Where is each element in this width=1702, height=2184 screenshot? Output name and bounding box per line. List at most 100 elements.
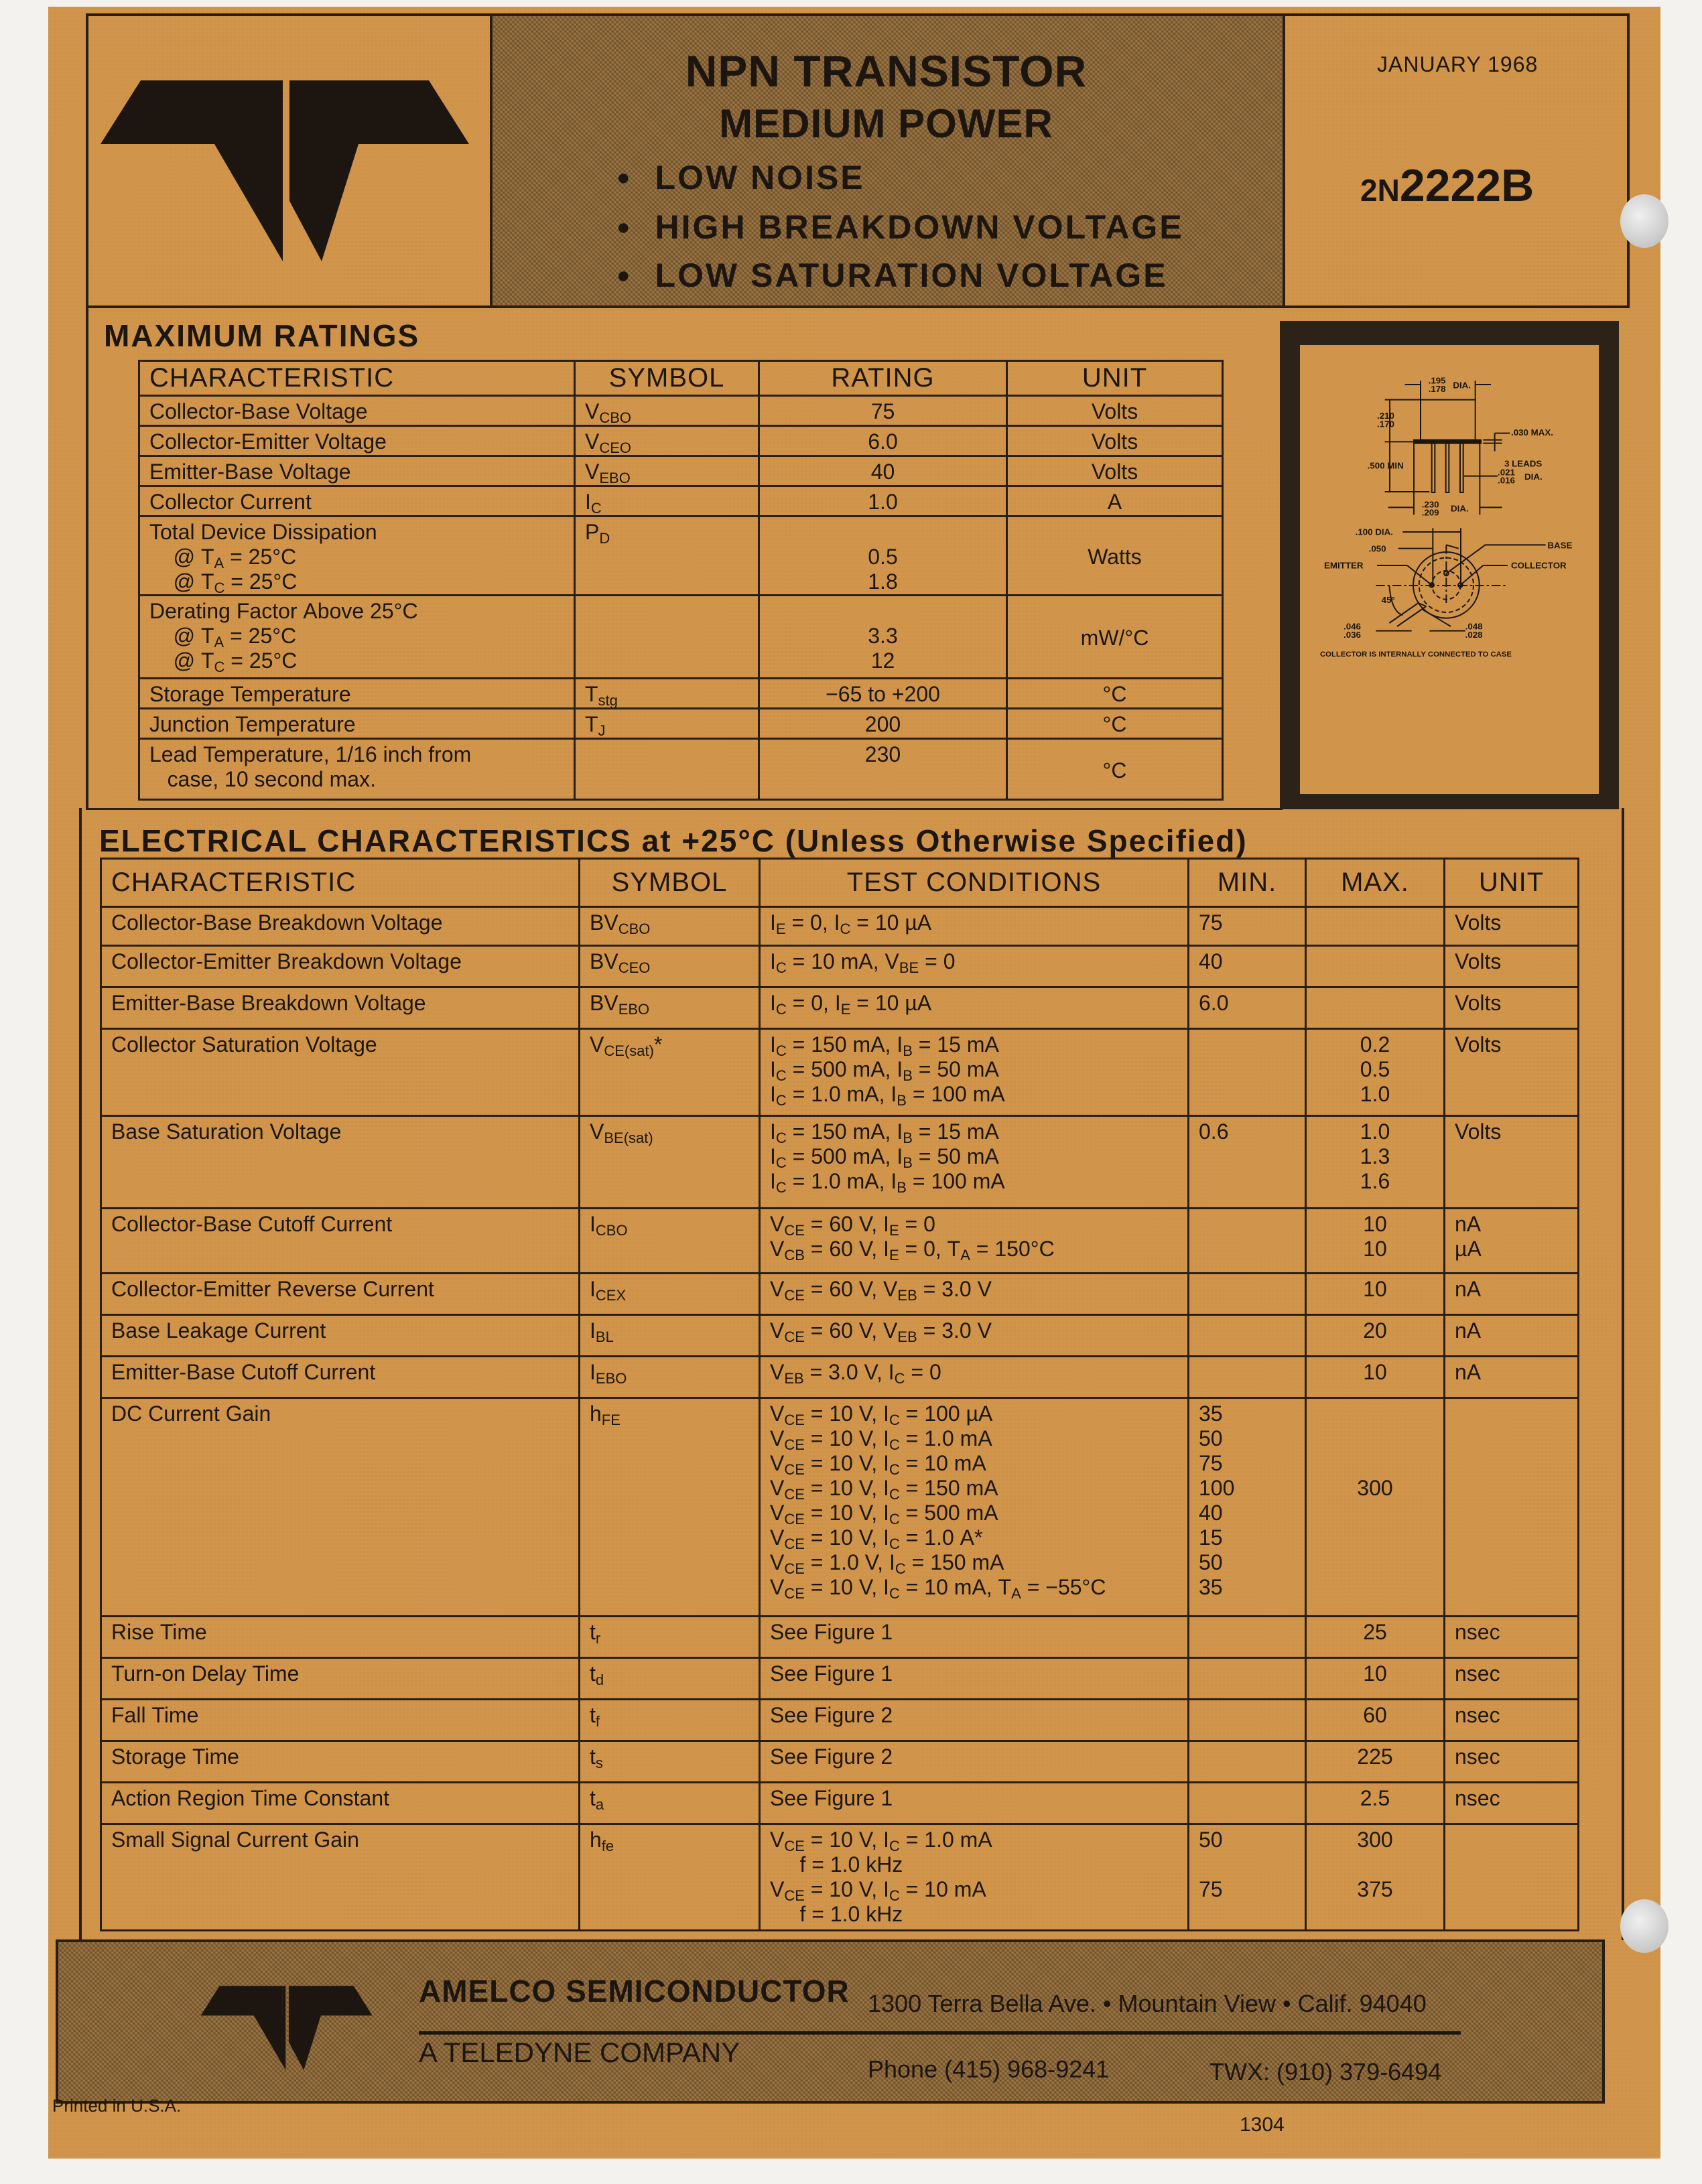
height-min: .170: [1377, 419, 1394, 429]
column-header: MAX.: [1305, 858, 1445, 908]
symbol-cell: VCEO: [574, 425, 760, 457]
cond-cell: See Figure 1: [759, 1781, 1189, 1825]
table-header-row: CHARACTERISTIC SYMBOL RATING UNIT: [138, 360, 1224, 397]
max-cell: 1.0 1.3 1.6: [1305, 1115, 1445, 1209]
cond-cell: See Figure 1: [759, 1615, 1189, 1659]
tab-length-min: .028: [1465, 630, 1483, 640]
pin-circle-label: .100 DIA.: [1356, 527, 1393, 537]
flange-label: .030 MAX.: [1511, 427, 1553, 437]
symbol-cell: VEBO: [574, 455, 760, 487]
parent-company: A TELEDYNE COMPANY: [419, 2037, 740, 2068]
min-cell: 40: [1187, 945, 1307, 988]
symbol-cell: tr: [578, 1615, 761, 1659]
table-header-row: CHARACTERISTIC SYMBOL TEST CONDITIONS MIN. M…: [100, 858, 1579, 908]
char-cell: DC Current Gain: [100, 1397, 580, 1617]
table-row: Derating Factor Above 25°C @ TA = 25°C @…: [138, 594, 1224, 679]
table-row: Emitter-Base Cutoff Current IEBO VEB = 3.0…: [100, 1355, 1579, 1399]
min-cell: [1187, 1657, 1307, 1700]
unit-cell: Volts: [1443, 945, 1579, 988]
cond-cell: VCE = 60 V, VEB = 3.0 V: [759, 1272, 1189, 1316]
header-block: [86, 13, 1630, 308]
company-twx: TWX: (910) 379-6494: [1209, 2058, 1442, 2086]
column-header: MIN.: [1187, 858, 1307, 908]
unit-cell: Volts: [1006, 395, 1224, 427]
min-cell: 35 50 75 100 40 15 50 35: [1187, 1397, 1307, 1617]
symbol-cell: ICEX: [578, 1272, 761, 1316]
cond-cell: IC = 0, IE = 10 µA: [759, 986, 1189, 1030]
unit-cell: nsec: [1443, 1781, 1579, 1825]
table-row: Lead Temperature, 1/16 inch from case, 1…: [138, 738, 1224, 801]
char-cell: Collector Saturation Voltage: [100, 1028, 580, 1117]
max-cell: 20: [1305, 1314, 1445, 1357]
cap-dia-max: .195: [1429, 376, 1447, 386]
cond-cell: See Figure 2: [759, 1698, 1189, 1742]
char-cell: Collector-Emitter Reverse Current: [100, 1272, 580, 1316]
max-ratings-frame: [86, 307, 1283, 810]
cond-cell: IC = 150 mA, IB = 15 mA IC = 500 mA, IB =…: [759, 1115, 1189, 1209]
symbol-cell: [574, 594, 760, 679]
cond-cell: VCE = 60 V, IE = 0 VCB = 60 V, IE = 0, TA…: [759, 1207, 1189, 1274]
lead-dia-min: .016: [1498, 476, 1515, 486]
min-cell: [1187, 1207, 1307, 1274]
unit-cell: nA: [1443, 1314, 1579, 1357]
unit-cell: A: [1006, 485, 1224, 517]
max-cell: 300: [1305, 1397, 1445, 1617]
table-row: Total Device Dissipation @ TA = 25°C @ T…: [138, 515, 1224, 596]
max-cell: [1305, 906, 1445, 947]
rating-cell: 40: [758, 455, 1008, 487]
unit-cell: Volts: [1443, 986, 1579, 1030]
min-cell: [1187, 1028, 1307, 1117]
max-ratings-title: MAXIMUM RATINGS: [104, 318, 420, 353]
unit-cell: °C: [1006, 738, 1224, 801]
unit-cell: [1443, 1823, 1579, 1931]
issue-date: JANUARY 1968: [1377, 52, 1539, 76]
rating-cell: 0.5 1.8: [758, 515, 1008, 596]
unit-cell: nA µA: [1443, 1207, 1579, 1274]
table-row: Action Region Time Constant ta See Figure …: [100, 1781, 1579, 1825]
column-header: RATING: [758, 360, 1008, 397]
cond-cell: VCE = 10 V, IC = 1.0 mA f = 1.0 kHz VCE =…: [759, 1823, 1189, 1931]
lead-dia-max: .021: [1498, 467, 1516, 477]
max-cell: [1305, 945, 1445, 988]
table-row: Turn-on Delay Time td See Figure 1 10 nsec: [100, 1657, 1579, 1700]
column-header: UNIT: [1443, 858, 1579, 908]
min-cell: [1187, 1781, 1307, 1825]
package-note: COLLECTOR IS INTERNALLY CONNECTED TO CAS…: [1320, 651, 1512, 659]
cond-cell: VCE = 60 V, VEB = 3.0 V: [759, 1314, 1189, 1357]
teledyne-logo: [101, 80, 469, 261]
angle-label: 45°: [1382, 595, 1395, 605]
symbol-cell: tf: [578, 1698, 761, 1742]
char-cell: Storage Temperature: [138, 677, 576, 709]
char-cell: Collector-Base Breakdown Voltage: [100, 906, 580, 947]
unit-cell: nA: [1443, 1355, 1579, 1399]
min-cell: [1187, 1698, 1307, 1742]
package-outline-drawing: .195 .178 DIA. .210 .170 .030 MAX. .500 …: [1320, 376, 1572, 659]
char-cell: Emitter-Base Voltage: [138, 455, 576, 487]
rating-cell: 200: [758, 707, 1008, 740]
min-cell: 0.6: [1187, 1115, 1307, 1209]
rating-cell: 3.3 12: [758, 594, 1008, 679]
min-cell: [1187, 1615, 1307, 1659]
company-phone: Phone (415) 968-9241: [868, 2055, 1110, 2083]
table-row: Collector-Emitter Voltage VCEO 6.0 Volts: [138, 425, 1224, 457]
unit-cell: °C: [1006, 707, 1224, 740]
char-cell: Junction Temperature: [138, 707, 576, 740]
unit-cell: mW/°C: [1006, 594, 1224, 679]
page-title: NPN TRANSISTOR: [685, 46, 1088, 96]
cap-dia-unit: DIA.: [1453, 380, 1471, 390]
unit-cell: nsec: [1443, 1657, 1579, 1700]
symbol-cell: td: [578, 1657, 761, 1700]
pin-offset-label: .050: [1369, 543, 1386, 553]
table-row: Small Signal Current Gain hfe VCE = 10 V, …: [100, 1823, 1579, 1931]
cond-cell: IE = 0, IC = 10 µA: [759, 906, 1189, 947]
char-cell: Collector-Emitter Voltage: [138, 425, 576, 457]
unit-cell: Watts: [1006, 515, 1224, 596]
cond-cell: VEB = 3.0 V, IC = 0: [759, 1355, 1189, 1399]
cond-cell: VCE = 10 V, IC = 100 µA VCE = 10 V, IC = …: [759, 1397, 1189, 1617]
unit-cell: °C: [1006, 677, 1224, 709]
char-cell: Collector Current: [138, 485, 576, 517]
table-row: DC Current Gain hFE VCE = 10 V, IC = 100 µ…: [100, 1397, 1579, 1617]
package-drawing-panel: [1300, 345, 1599, 794]
table-row: Junction Temperature TJ 200 °C: [138, 707, 1224, 740]
table-row: Collector-Base Cutoff Current ICBO VCE = 6…: [100, 1207, 1579, 1274]
